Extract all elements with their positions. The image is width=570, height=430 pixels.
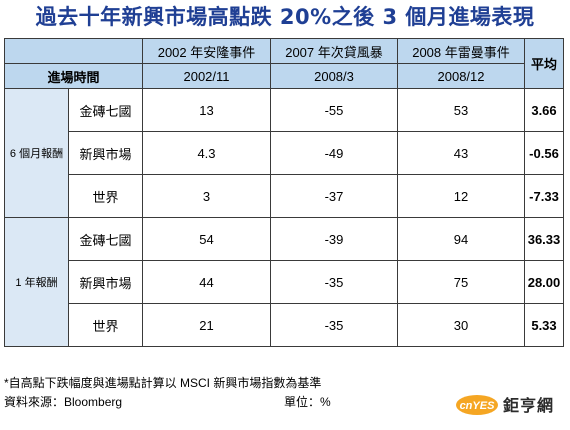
value-cell: 4.3	[142, 131, 271, 175]
group-label-1y: 1 年報酬	[4, 217, 69, 347]
value-cell: 94	[397, 217, 525, 261]
value-cell: 44	[142, 260, 271, 304]
table-row: 6 個月報酬 金磚七國 13 -55 53 3.66	[4, 88, 564, 218]
header-corner	[4, 38, 143, 64]
value-cell: -55	[270, 88, 398, 132]
header-row-dates: 進場時間 2002/11 2008/3 2008/12	[4, 63, 564, 89]
table-row: 新興市場 44 -35 75 28.00	[5, 260, 564, 304]
event-header-3: 2008 年雷曼事件	[397, 38, 525, 64]
date-header-1: 2002/11	[142, 63, 271, 89]
value-cell: -35	[270, 303, 398, 347]
value-cell: 54	[142, 217, 271, 261]
value-cell: -37	[270, 174, 398, 218]
avg-cell: 5.33	[524, 303, 564, 347]
market-cell: 世界	[68, 303, 143, 347]
source-line: 資料來源：Bloomberg 單位：%	[4, 393, 331, 410]
avg-cell: 28.00	[524, 260, 564, 304]
cnyes-logo-icon: cnYES	[456, 395, 498, 415]
value-cell: -39	[270, 217, 398, 261]
market-cell: 金磚七國	[68, 88, 143, 132]
value-cell: 21	[142, 303, 271, 347]
date-header-2: 2008/3	[270, 63, 398, 89]
logo-badge-text: cnYES	[460, 400, 496, 412]
avg-cell: -7.33	[524, 174, 564, 218]
brand-name: 鉅亨網	[503, 396, 555, 415]
value-cell: 43	[397, 131, 525, 175]
table-row: 世界 3 -37 12 -7.33	[5, 174, 564, 218]
event-header-1: 2002 年安隆事件	[142, 38, 271, 64]
value-cell: 53	[397, 88, 525, 132]
market-cell: 新興市場	[68, 260, 143, 304]
value-cell: 75	[397, 260, 525, 304]
market-cell: 新興市場	[68, 131, 143, 175]
table-row: 1 年報酬 金磚七國 54 -39 94 36.33	[4, 217, 564, 347]
avg-cell: 36.33	[524, 217, 564, 261]
source-text: 資料來源：Bloomberg	[4, 395, 123, 409]
value-cell: 30	[397, 303, 525, 347]
value-cell: -49	[270, 131, 398, 175]
avg-cell: 3.66	[524, 88, 564, 132]
group-label-6m: 6 個月報酬	[4, 88, 69, 218]
table-row: 世界 21 -35 30 5.33	[5, 303, 564, 347]
value-cell: 12	[397, 174, 525, 218]
avg-cell: -0.56	[524, 131, 564, 175]
market-cell: 金磚七國	[68, 217, 143, 261]
value-cell: -35	[270, 260, 398, 304]
value-cell: 3	[142, 174, 271, 218]
event-header-2: 2007 年次貸風暴	[270, 38, 398, 64]
header-row-events: 2002 年安隆事件 2007 年次貸風暴 2008 年雷曼事件 平均	[4, 38, 564, 89]
entry-time-label: 進場時間	[4, 63, 143, 89]
market-cell: 世界	[68, 174, 143, 218]
value-cell: 13	[142, 88, 271, 132]
date-header-3: 2008/12	[397, 63, 525, 89]
unit-text: 單位：%	[284, 395, 331, 409]
returns-table: 2002 年安隆事件 2007 年次貸風暴 2008 年雷曼事件 平均 進場時間…	[4, 38, 564, 347]
page-title: 過去十年新興市場高點跌 20%之後 3 個月進場表現	[35, 5, 535, 29]
footnote: *自高點下跌幅度與進場點計算以 MSCI 新興市場指數為基準	[4, 376, 322, 390]
table-row: 新興市場 4.3 -49 43 -0.56	[5, 131, 564, 175]
avg-header: 平均	[524, 38, 564, 89]
